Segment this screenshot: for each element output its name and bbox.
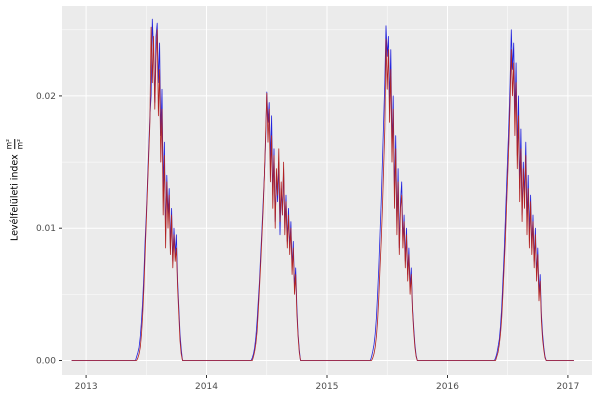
y-axis-label: Levélfelületi index m² m² — [4, 138, 25, 242]
x-tick-label: 2014 — [195, 382, 218, 392]
y-axis-unit-fraction: m² m² — [4, 138, 25, 150]
major-gridlines — [62, 6, 592, 375]
unit-denominator: m² — [15, 138, 25, 150]
y-tick-label: 0.01 — [36, 224, 56, 234]
x-tick-label: 2016 — [436, 382, 459, 392]
x-tick-label: 2017 — [556, 382, 579, 392]
x-tick-label: 2013 — [75, 382, 98, 392]
y-tick-label: 0.02 — [36, 92, 56, 102]
series-line-red — [71, 26, 574, 361]
x-tick-label: 2015 — [316, 382, 339, 392]
y-axis-label-text: Levélfelületi index — [9, 154, 21, 242]
unit-numerator: m² — [4, 138, 14, 150]
y-tick-label: 0.00 — [36, 357, 56, 367]
axis-ticks: 2013 2014 2015 2016 2017 0.00 0.01 0.02 — [36, 92, 579, 392]
